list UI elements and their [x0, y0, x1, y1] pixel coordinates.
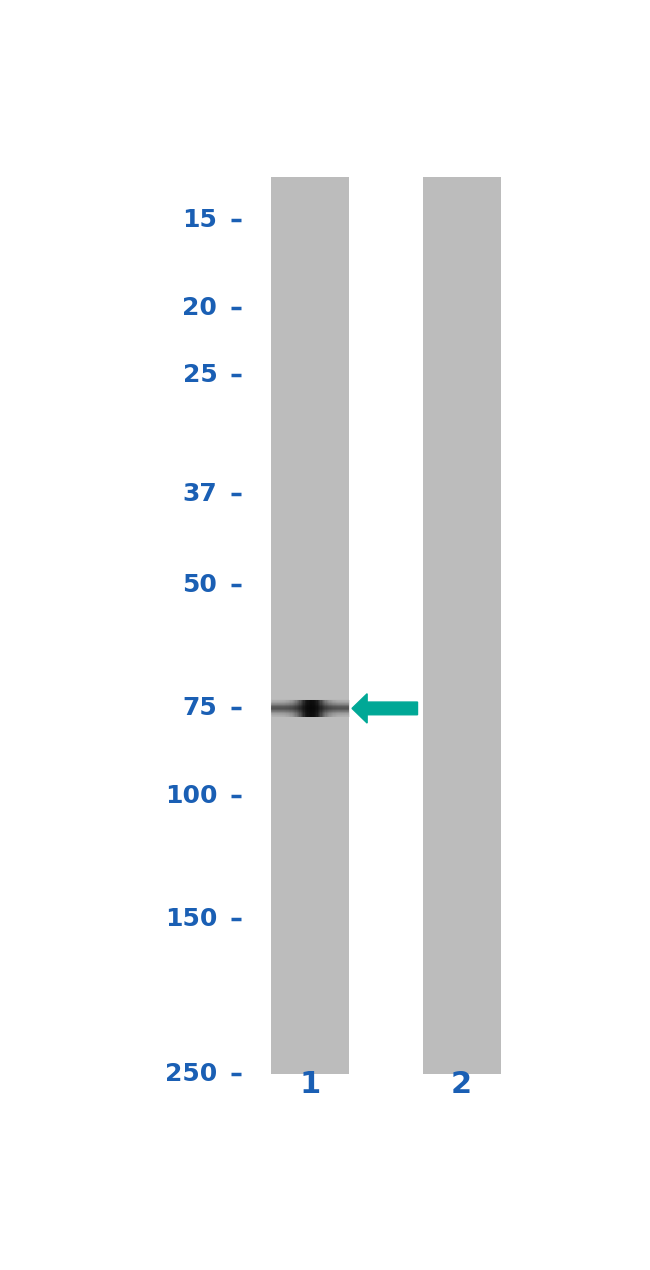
Bar — [283, 700, 284, 718]
Bar — [309, 700, 310, 718]
Bar — [344, 700, 345, 718]
Bar — [345, 700, 346, 718]
Bar — [324, 700, 326, 718]
Text: 150: 150 — [165, 907, 217, 931]
Bar — [284, 700, 285, 718]
Bar — [300, 700, 301, 718]
Text: 100: 100 — [164, 784, 217, 808]
Bar — [310, 700, 311, 718]
Text: 75: 75 — [183, 696, 217, 720]
Bar — [272, 700, 274, 718]
Bar — [298, 700, 300, 718]
Bar — [280, 700, 281, 718]
Bar — [332, 700, 333, 718]
Bar — [322, 700, 323, 718]
Bar — [313, 700, 314, 718]
Text: 20: 20 — [183, 296, 217, 320]
Bar — [315, 700, 317, 718]
Bar — [330, 700, 331, 718]
Bar — [314, 700, 315, 718]
Bar — [287, 700, 288, 718]
Bar — [349, 700, 350, 718]
Bar — [307, 700, 309, 718]
Bar — [297, 700, 298, 718]
Bar — [276, 700, 278, 718]
Bar — [339, 700, 340, 718]
Text: 25: 25 — [183, 363, 217, 387]
Bar — [302, 700, 304, 718]
Bar — [294, 700, 296, 718]
Bar — [320, 700, 322, 718]
Bar — [306, 700, 307, 718]
Bar — [275, 700, 276, 718]
Bar — [319, 700, 320, 718]
Bar — [333, 700, 335, 718]
Bar — [279, 700, 280, 718]
Bar — [326, 700, 327, 718]
Bar — [348, 700, 349, 718]
Bar — [327, 700, 328, 718]
Bar — [422, 177, 500, 1073]
Bar — [340, 700, 341, 718]
Bar — [335, 700, 336, 718]
Bar — [317, 700, 318, 718]
FancyArrow shape — [352, 693, 417, 723]
Bar — [336, 700, 337, 718]
Bar — [305, 700, 306, 718]
Bar — [281, 700, 283, 718]
Bar — [301, 700, 302, 718]
Bar — [274, 700, 275, 718]
Bar — [341, 700, 343, 718]
Bar — [337, 700, 339, 718]
Bar — [346, 700, 348, 718]
Bar — [291, 700, 292, 718]
Bar — [293, 700, 294, 718]
Bar — [304, 700, 305, 718]
Bar — [292, 700, 293, 718]
Bar — [328, 700, 330, 718]
Bar — [285, 700, 287, 718]
Text: 50: 50 — [183, 574, 217, 597]
Text: 15: 15 — [183, 208, 217, 232]
Bar — [296, 700, 297, 718]
Text: 37: 37 — [183, 483, 217, 507]
Text: 250: 250 — [165, 1062, 217, 1086]
Bar — [311, 700, 313, 718]
Bar — [278, 700, 279, 718]
Bar — [289, 700, 291, 718]
Bar — [331, 700, 332, 718]
Bar — [272, 177, 350, 1073]
Bar — [343, 700, 344, 718]
Bar — [318, 700, 319, 718]
Text: 1: 1 — [300, 1071, 321, 1099]
Text: 2: 2 — [451, 1071, 472, 1099]
Bar — [323, 700, 324, 718]
Bar — [288, 700, 289, 718]
